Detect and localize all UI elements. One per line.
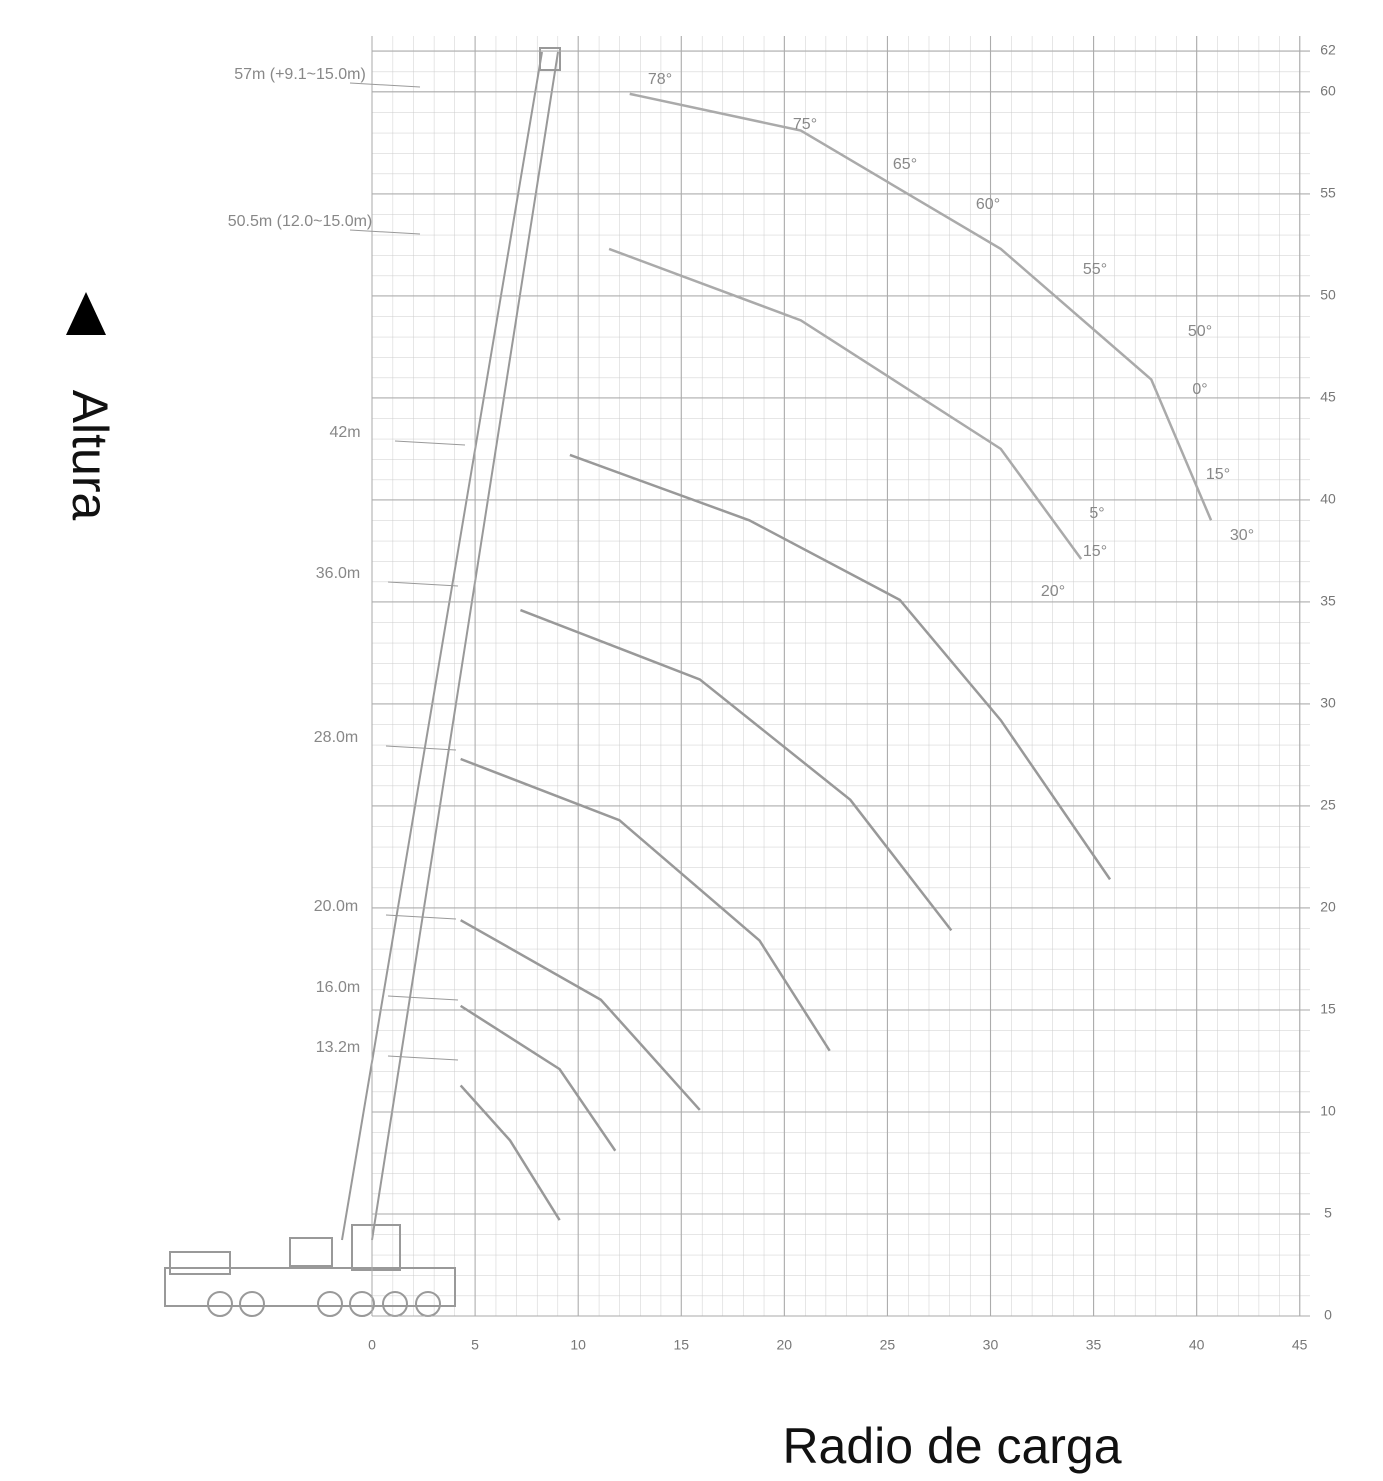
load-curve xyxy=(459,1084,561,1221)
y-tick-label: 45 xyxy=(1320,389,1336,405)
load-curve xyxy=(519,608,953,932)
boom-label: 16.0m xyxy=(316,979,360,996)
x-tick-label: 35 xyxy=(1086,1337,1102,1353)
x-tick-label: 45 xyxy=(1292,1337,1308,1353)
angle-label: 5° xyxy=(1089,505,1104,522)
pointer xyxy=(385,914,457,920)
pointer xyxy=(387,995,459,1001)
pointer xyxy=(385,745,457,751)
x-tick-label: 40 xyxy=(1189,1337,1205,1353)
x-tick-label: 25 xyxy=(880,1337,896,1353)
angle-label: 60° xyxy=(976,196,1000,213)
y-axis-title: Altura xyxy=(62,390,118,521)
angle-label: 65° xyxy=(893,156,917,173)
y-tick-label: 30 xyxy=(1320,695,1336,711)
y-tick-label: 5 xyxy=(1324,1205,1332,1221)
angle-label: 30° xyxy=(1230,527,1254,544)
y-tick-label: 40 xyxy=(1320,491,1336,507)
load-curve xyxy=(460,757,831,1052)
y-tick-label: 55 xyxy=(1320,185,1336,201)
load-curve xyxy=(460,919,701,1111)
x-tick-label: 5 xyxy=(471,1337,479,1353)
pointer xyxy=(349,229,421,235)
angle-label: 50° xyxy=(1188,323,1212,340)
angle-label: 20° xyxy=(1041,583,1065,600)
boom-label: 36.0m xyxy=(316,565,360,582)
x-tick-label: 20 xyxy=(777,1337,793,1353)
y-tick-label: 20 xyxy=(1320,899,1336,915)
boom-label: 57m (+9.1~15.0m) xyxy=(234,66,366,83)
y-tick-label: 60 xyxy=(1320,83,1336,99)
x-tick-label: 0 xyxy=(368,1337,376,1353)
load-curve xyxy=(569,453,1112,881)
y-tick-label: 15 xyxy=(1320,1001,1336,1017)
x-tick-label: 30 xyxy=(983,1337,999,1353)
angle-label: 75° xyxy=(793,116,817,133)
pointer xyxy=(387,1055,459,1061)
boom-label: 13.2m xyxy=(316,1039,360,1056)
x-tick-label: 15 xyxy=(673,1337,689,1353)
boom-label: 50.5m (12.0~15.0m) xyxy=(228,213,373,230)
y-tick-label: 35 xyxy=(1320,593,1336,609)
load-curve xyxy=(608,247,1083,560)
y-tick-label: 0 xyxy=(1324,1307,1332,1323)
load-curve xyxy=(629,92,1213,521)
pointer xyxy=(349,82,421,88)
y-tick-label: 62 xyxy=(1320,42,1336,58)
y-tick-label: 10 xyxy=(1320,1103,1336,1119)
angle-label: 15° xyxy=(1083,543,1107,560)
angle-label: 0° xyxy=(1192,381,1207,398)
angle-label: 78° xyxy=(648,71,672,88)
y-tick-label: 50 xyxy=(1320,287,1336,303)
crane xyxy=(164,47,561,1317)
angle-label: 55° xyxy=(1083,261,1107,278)
boom-label: 20.0m xyxy=(314,898,358,915)
load-curve xyxy=(459,1004,617,1152)
axis-arrow xyxy=(66,292,106,335)
pointer xyxy=(394,440,466,446)
y-tick-label: 25 xyxy=(1320,797,1336,813)
angle-label: 15° xyxy=(1206,466,1230,483)
x-tick-label: 10 xyxy=(570,1337,586,1353)
x-axis-title: Radio de carga xyxy=(782,1418,1121,1474)
minor-grid xyxy=(372,36,1310,1316)
boom-label: 42m xyxy=(329,424,360,441)
pointer xyxy=(387,581,459,587)
boom-label: 28.0m xyxy=(314,729,358,746)
